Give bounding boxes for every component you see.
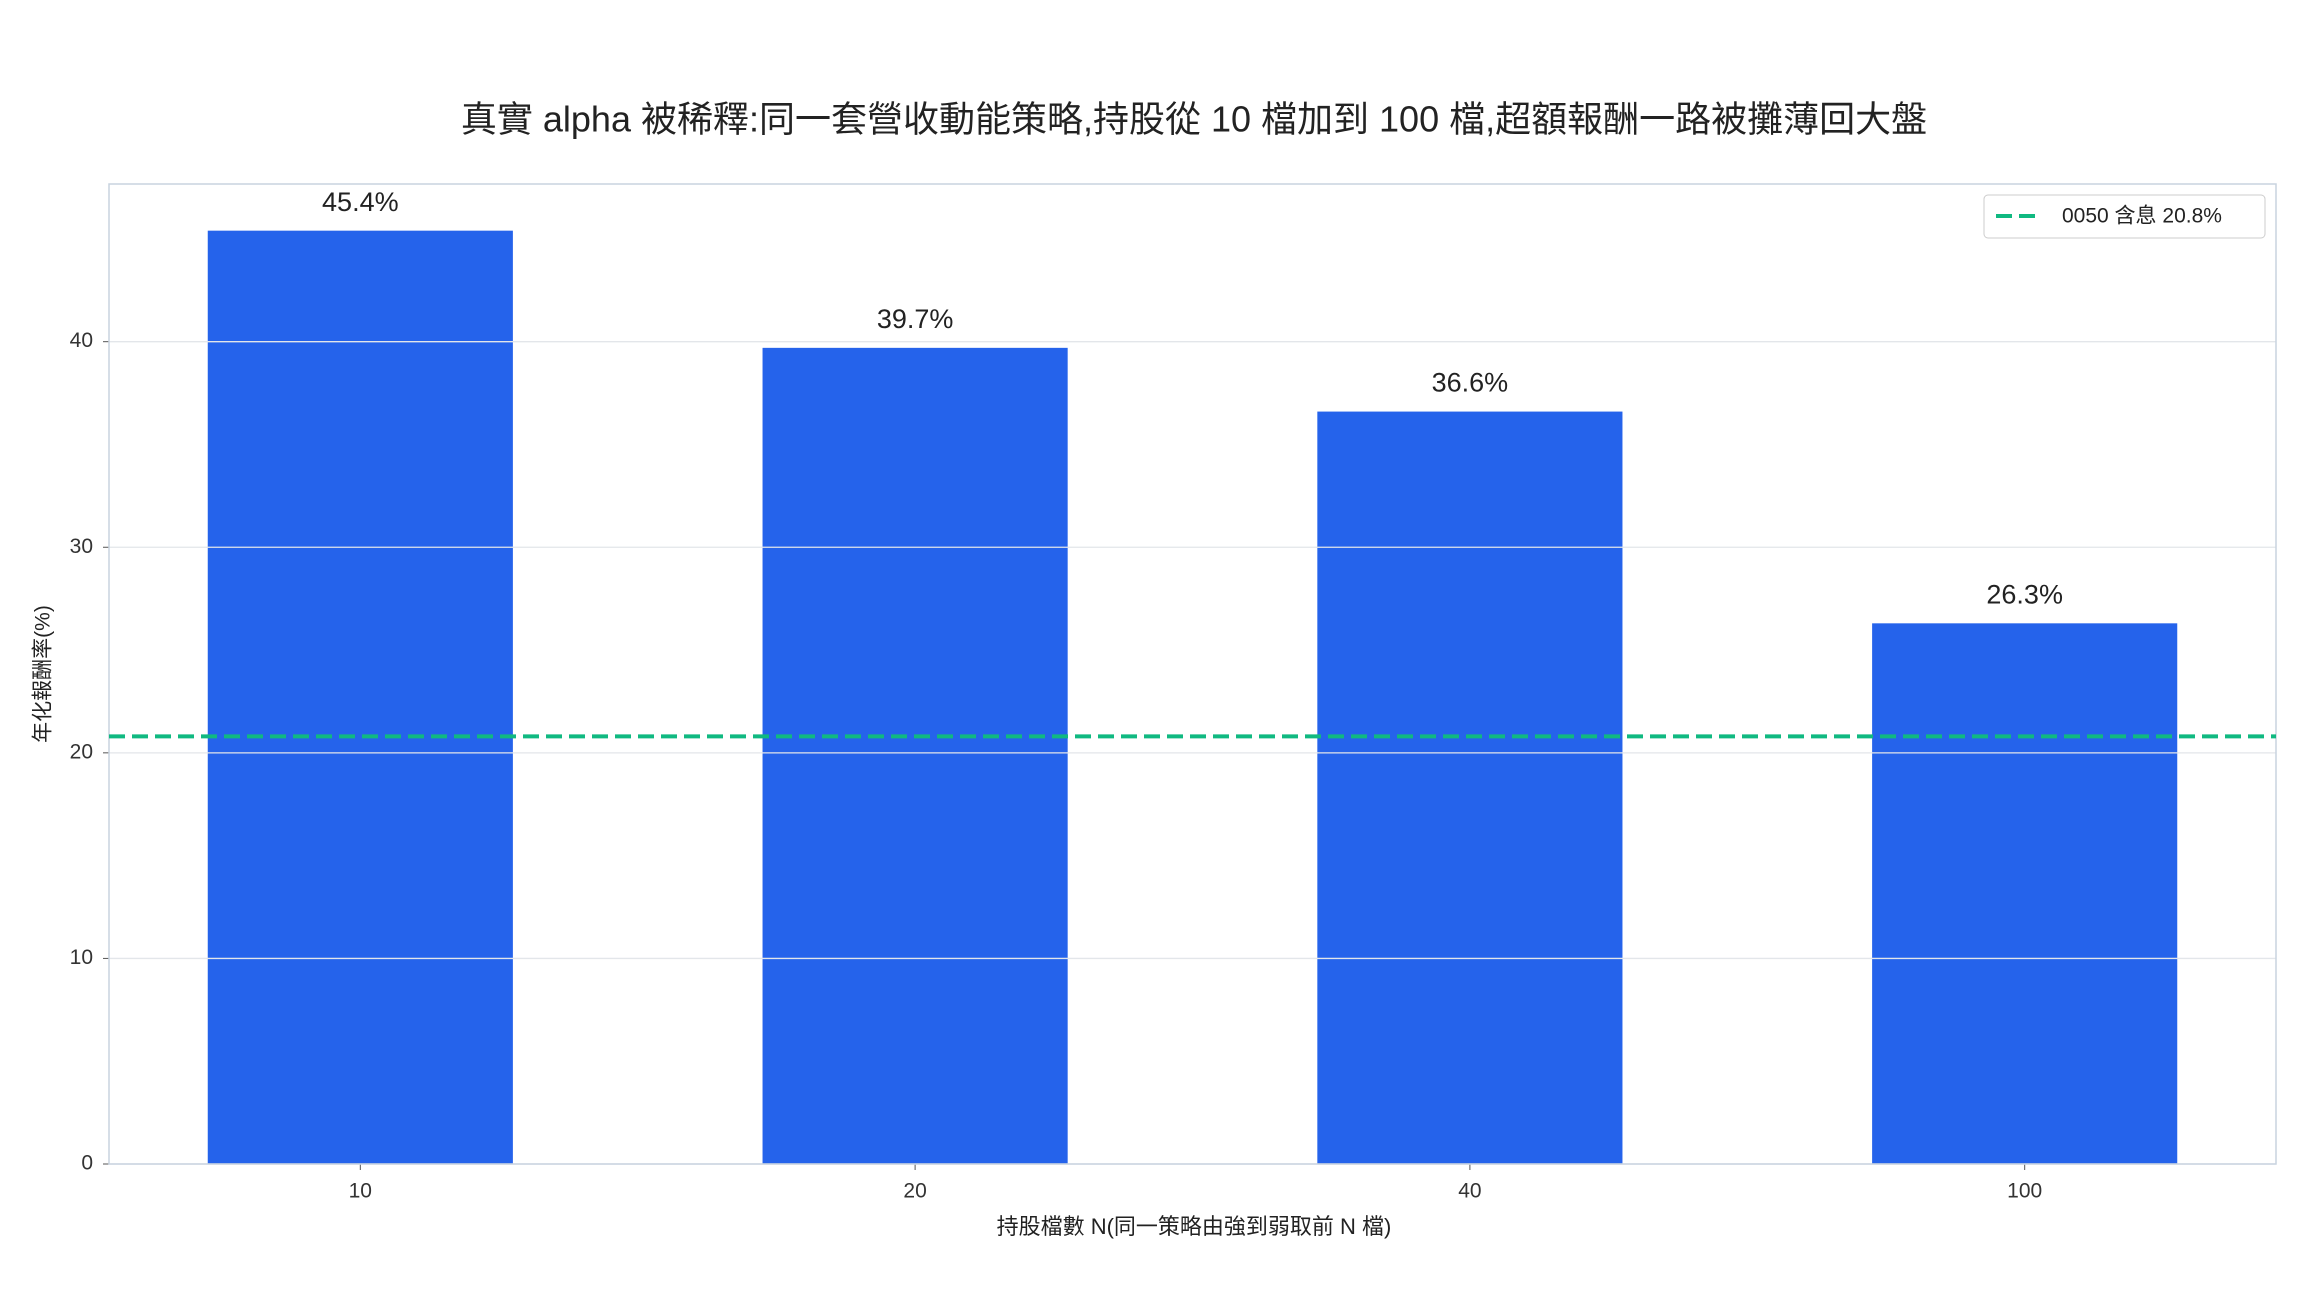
bar <box>1317 411 1623 1164</box>
value-label: 45.4% <box>322 187 399 217</box>
bar <box>207 230 513 1164</box>
value-label: 36.6% <box>1432 368 1509 398</box>
legend-label: 0050 含息 20.8% <box>2062 205 2222 228</box>
y-tick-label: 10 <box>70 946 93 969</box>
x-tick-label: 20 <box>903 1180 926 1203</box>
chart-title: 真實 alpha 被稀釋:同一套營收動能策略,持股從 10 檔加到 100 檔,… <box>461 99 1927 140</box>
bar <box>762 347 1068 1164</box>
y-tick-label: 40 <box>70 329 93 352</box>
x-tick-label: 10 <box>349 1180 372 1203</box>
x-tick-label: 40 <box>1458 1180 1481 1203</box>
x-axis-label: 持股檔數 N(同一策略由強到弱取前 N 檔) <box>997 1214 1392 1239</box>
y-tick-label: 0 <box>81 1152 93 1175</box>
y-axis-label: 年化報酬率(%) <box>32 605 55 743</box>
x-tick-label: 100 <box>2007 1180 2042 1203</box>
bar <box>1872 623 2178 1164</box>
y-tick-label: 30 <box>70 535 93 558</box>
legend-box <box>1983 194 2266 239</box>
y-tick-label: 20 <box>70 740 93 763</box>
plot-frame <box>108 183 2277 1165</box>
value-label: 26.3% <box>1986 579 2063 609</box>
value-label: 39.7% <box>877 304 954 334</box>
